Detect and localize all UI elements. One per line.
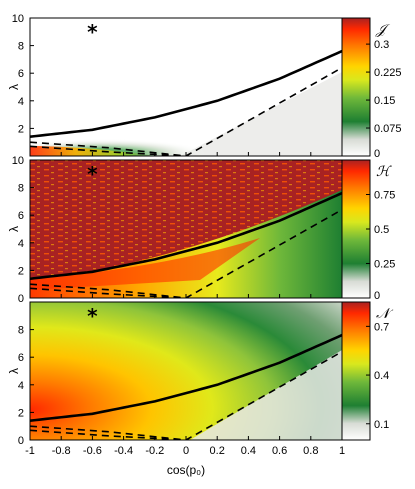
panel-1-ytick-label: 8 [18,41,24,53]
panel-2-dashed-curve-lower [30,287,187,298]
panel-3-dashed-curve-upper [30,350,342,440]
panel-3-ytick-label: 2 [18,407,24,419]
xtick-label: -0.4 [114,445,133,457]
panel-3-ytick-label: 6 [18,352,24,364]
panel-middle-red-wedge [30,238,260,290]
panel-1-ytick-label: 4 [18,96,24,108]
colorbar-1-label: 𝒥 [375,22,391,38]
panel-1-star-marker: * [87,20,98,44]
panel-3-y-axis-label: λ [7,368,21,374]
xtick-label: -0.2 [145,445,164,457]
panel-2-ytick-label: 4 [18,238,24,250]
colorbar-2-tick-label: 0.5 [374,224,389,236]
panel-3-ytick-label: 0 [18,435,24,447]
panel-3-solid-curve [30,333,342,422]
panel-3-ytick-label: 8 [18,325,24,337]
panel-2-curves [30,191,342,298]
panel-2-dashed-curve-upper [30,208,342,298]
x-axis-label: cos(p₀) [167,463,205,477]
xtick-label: 0.2 [210,445,225,457]
panel-1-ytick-label: 6 [18,68,24,80]
colorbar-2-tick-label: 0 [374,290,380,302]
colorbar-3-tick-label: 0.1 [374,419,389,431]
panel-1-dashed-curve-lower [30,145,187,156]
colorbar-2-label: ℋ [376,164,392,180]
colorbar-1-tick-label: 0.15 [374,95,395,107]
panel-2-ytick-label: 10 [12,155,24,167]
panel-2-solid-curve [30,191,342,280]
xtick-label: 0 [183,445,189,457]
panel-3-dashed-curve-lower [30,429,187,440]
colorbars: 00.0750.150.2250.3𝒥00.250.50.75ℋ0.10.40.… [341,17,402,441]
colorbar-1-tick-label: 0.225 [374,67,402,79]
colorbar-1-tick-label: 0.3 [374,39,389,51]
colorbar-1-tick-label: 0 [374,148,380,160]
panel-3-star-marker: * [87,304,98,328]
panel-3-ytick-label: 4 [18,380,24,392]
xtick-label: -0.8 [52,445,71,457]
xtick-label: 0.4 [241,445,256,457]
colorbar-1-ramp [341,17,371,157]
panel-3-curves [30,333,342,440]
panel-2-star-marker: * [87,162,98,186]
panel-1-ytick-label: 10 [12,13,24,25]
colorbar-2: 0 0.25 0.5 0.75 ℋ [341,159,395,302]
xtick-label: -0.6 [83,445,102,457]
colorbar-3: 0.1 0.4 0.7𝒩 [341,301,394,441]
panel-bottom [30,302,342,440]
panel-1-ytick-label: 2 [18,123,24,135]
xtick-label: -1 [25,445,35,457]
colorbar-2-ramp [341,159,371,299]
colorbar-2-tick-label: 0.75 [374,190,395,202]
panel-2-ytick-label: 6 [18,210,24,222]
xtick-label: 0.8 [303,445,318,457]
panel-1-curves [30,49,342,156]
panel-2-ytick-label: 8 [18,183,24,195]
colorbar-1-tick-label: 0.075 [374,123,402,135]
colorbar-3-tick-label: 0.4 [374,370,389,382]
panel-1-y-axis-label: λ [7,84,21,90]
panel-middle [30,160,342,298]
overlays: * * * [30,20,342,440]
xtick-label: 0.6 [272,445,287,457]
panel-2-y-axis-label: λ [7,226,21,232]
panel-top-green-band [30,124,260,156]
panel-2-ytick-label: 2 [18,265,24,277]
panel-1-solid-curve [30,49,342,138]
colorbar-3-ramp [341,301,371,441]
colorbar-3-tick-label: 0.7 [374,321,389,333]
panel-1-dashed-curve-upper [30,66,342,156]
panel-2-ytick-label: 0 [18,293,24,305]
colorbar-3-label: 𝒩 [376,306,394,322]
panel-top [30,18,342,156]
xtick-label: 1 [339,445,345,457]
colorbar-2-tick-label: 0.25 [374,259,395,271]
colorbar-1: 0 0.075 0.15 0.225 0.3𝒥 [341,17,402,160]
